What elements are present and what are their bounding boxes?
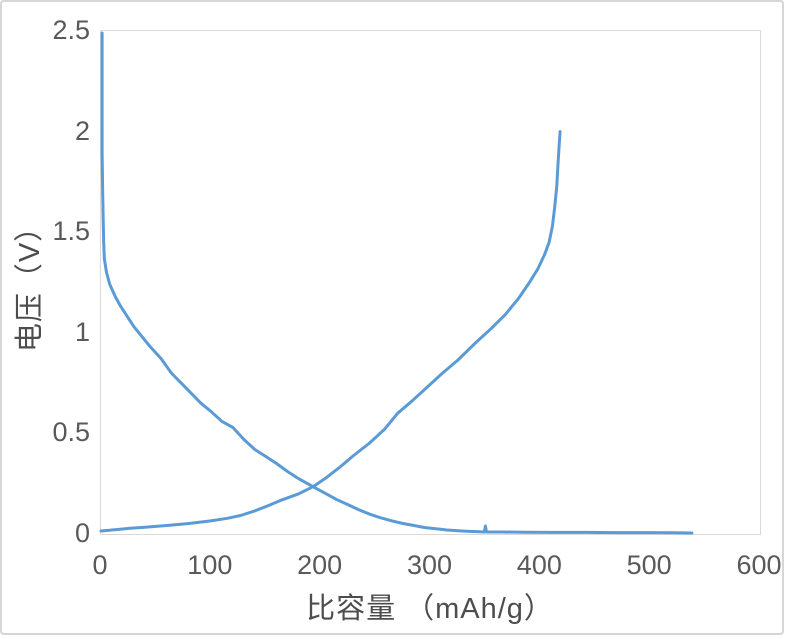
x-tick-label: 500 [626,550,672,580]
x-tick-label: 600 [736,550,782,580]
y-tick-label: 2 [74,115,90,146]
y-tick-label: 1 [74,316,90,347]
y-tick-label: 2.5 [52,15,90,45]
x-tick-label: 200 [297,550,343,580]
plot-area [99,30,761,535]
x-tick-label: 100 [187,550,233,580]
charge-curve [99,130,562,533]
x-axis-title: 比容量 （mAh/g） [306,593,554,625]
chart-canvas [99,31,694,535]
y-axis-title: 电压（V） [14,211,46,353]
y-tick-label: 0 [74,518,90,548]
discharge-curve [100,31,694,535]
y-tick-label: 1.5 [52,216,90,247]
y-tick-label: 0.5 [52,417,90,448]
x-tick-label: 300 [406,550,453,580]
x-tick-label: 0 [92,550,108,580]
x-tick-label: 400 [516,550,562,580]
